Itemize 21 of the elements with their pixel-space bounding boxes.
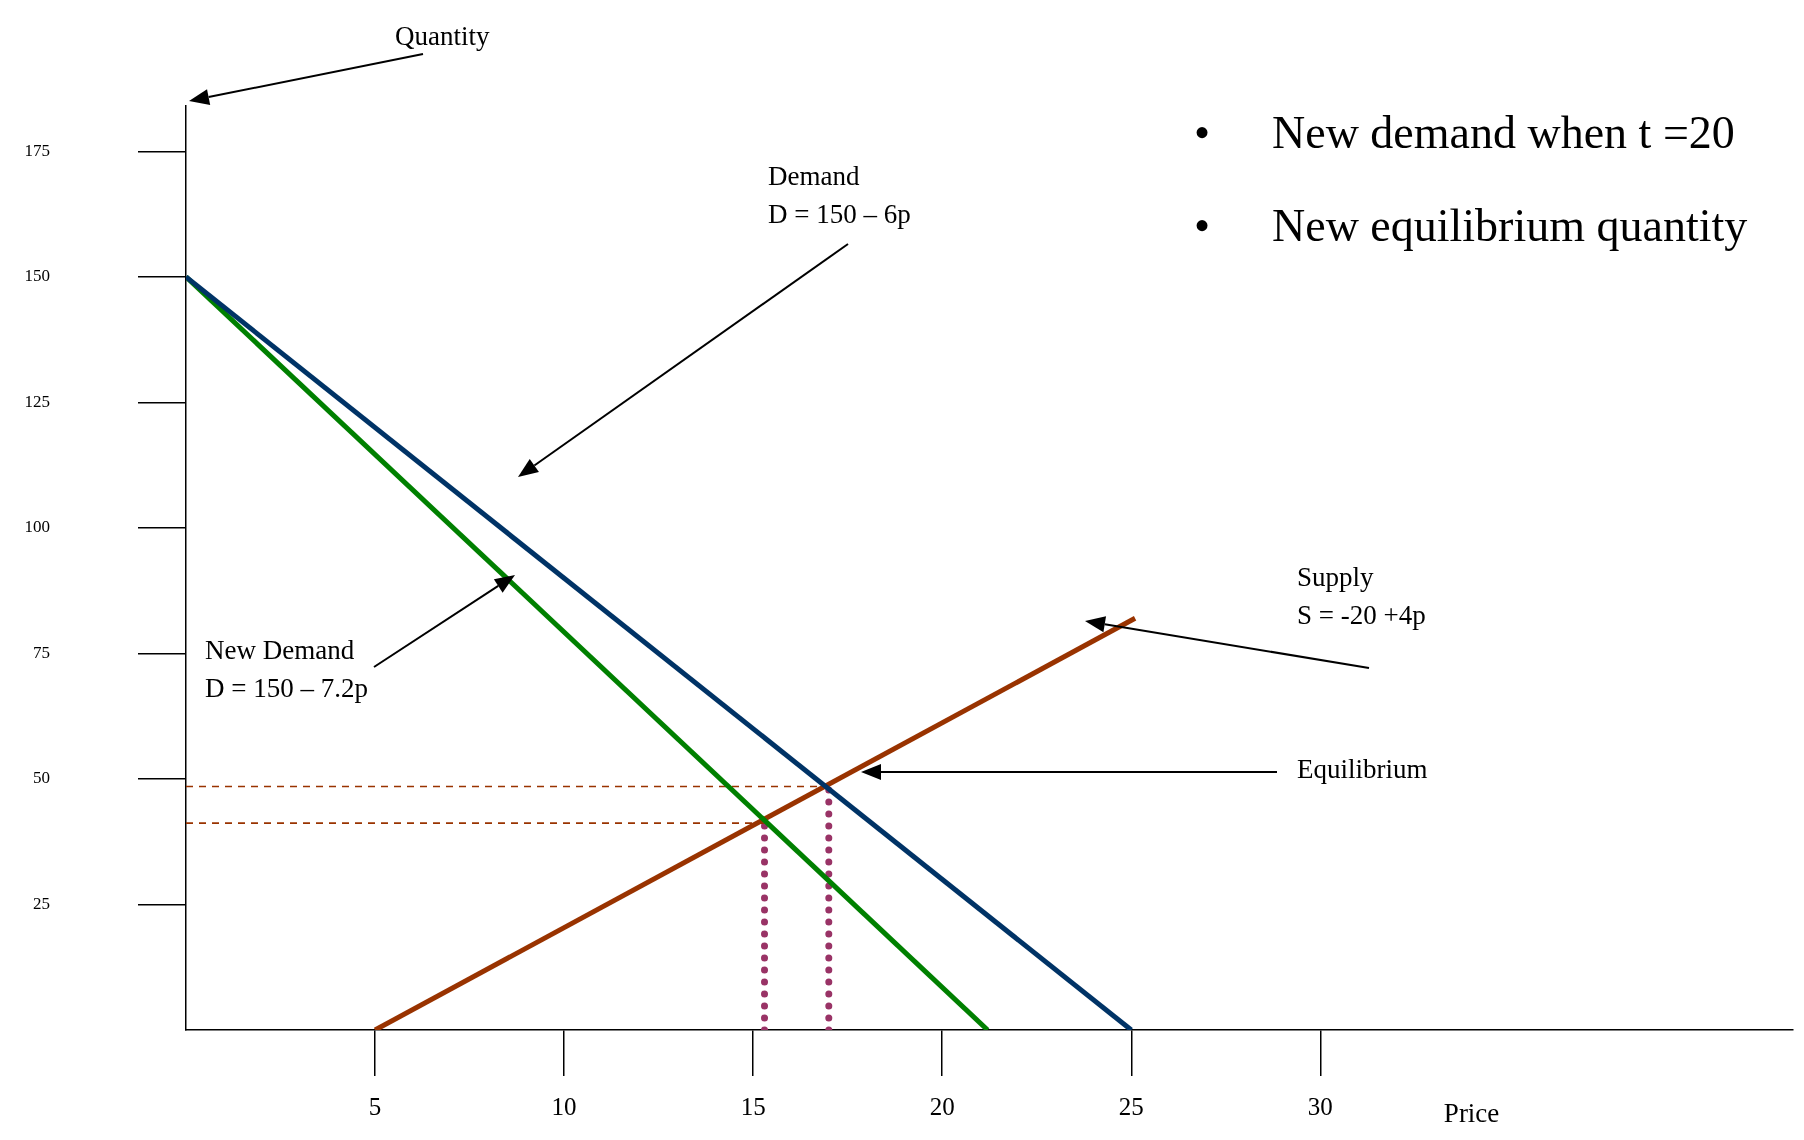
text: Quantity <box>395 20 490 53</box>
y-tick-label: 175 <box>24 140 50 160</box>
y-tick-label: 50 <box>33 768 50 788</box>
annotation: Equilibrium <box>1297 753 1428 786</box>
x-tick-label: 5 <box>368 1092 382 1120</box>
x-tick-label: 30 <box>1307 1092 1333 1120</box>
annotation: Supply S = -20 +4p <box>1297 561 1426 632</box>
x-tick-label: 10 <box>551 1092 577 1120</box>
annotation: Demand D = 150 – 6p <box>768 160 911 231</box>
x-tick-label: 25 <box>1118 1092 1144 1120</box>
x-tick-label: 15 <box>740 1092 766 1120</box>
y-tick-label: 75 <box>33 642 50 662</box>
text: • New equilibrium quantity <box>1194 200 1748 251</box>
text: • New demand when t =20 <box>1194 107 1735 158</box>
y-tick-label: 25 <box>33 893 50 913</box>
y-tick-label: 100 <box>24 517 50 537</box>
x-tick-label: 20 <box>929 1092 955 1120</box>
annotation: New Demand D = 150 – 7.2p <box>205 634 368 705</box>
y-tick-label: 125 <box>24 391 50 411</box>
x-axis-title: Price <box>1443 1098 1500 1129</box>
y-tick-label: 150 <box>24 266 50 286</box>
